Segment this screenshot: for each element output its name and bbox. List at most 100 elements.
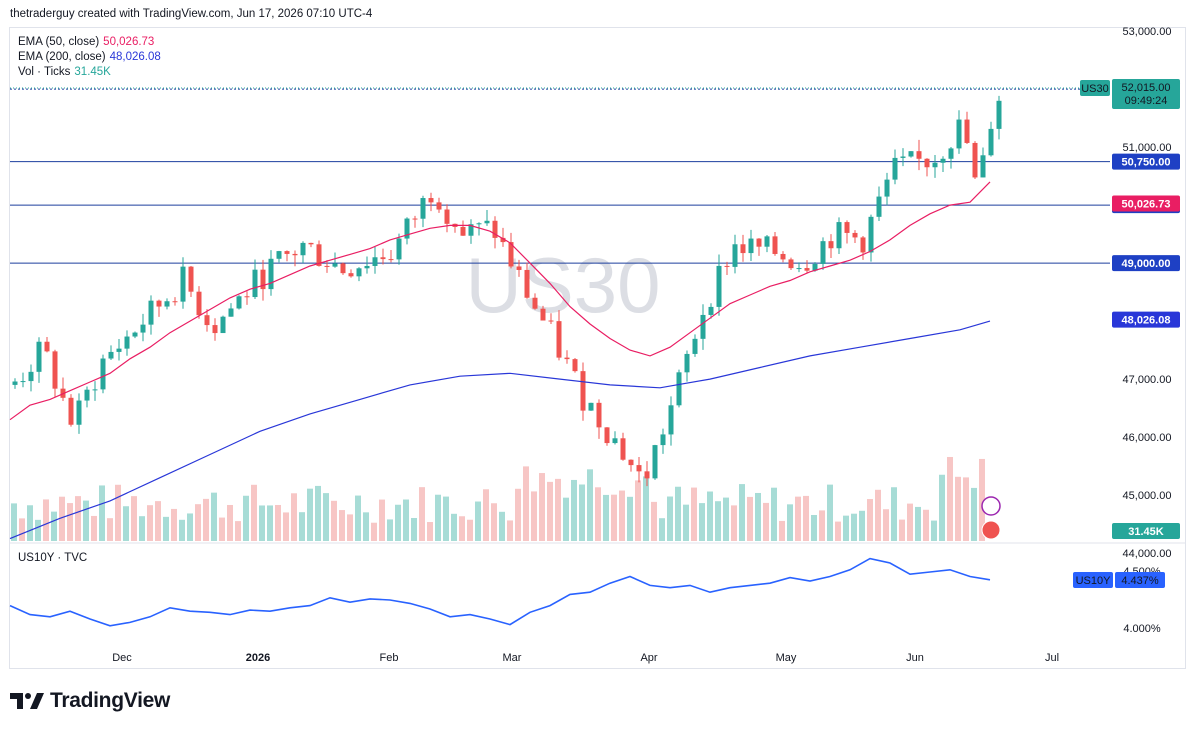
candle-body[interactable] bbox=[12, 381, 18, 385]
candle-body[interactable] bbox=[732, 244, 738, 267]
candle-body[interactable] bbox=[988, 128, 994, 156]
candle-body[interactable] bbox=[292, 253, 298, 256]
candle-body[interactable] bbox=[148, 300, 154, 325]
candle-body[interactable] bbox=[668, 405, 674, 435]
candle-body[interactable] bbox=[516, 266, 522, 270]
candle-body[interactable] bbox=[348, 273, 354, 277]
candle-body[interactable] bbox=[436, 202, 442, 210]
candle-body[interactable] bbox=[76, 400, 82, 425]
candle-body[interactable] bbox=[588, 402, 594, 411]
candle-body[interactable] bbox=[180, 266, 186, 302]
candle-body[interactable] bbox=[484, 220, 490, 224]
candle-body[interactable] bbox=[572, 359, 578, 372]
candle-body[interactable] bbox=[396, 238, 402, 260]
candle-body[interactable] bbox=[252, 269, 258, 298]
candle-body[interactable] bbox=[308, 242, 314, 245]
candle-body[interactable] bbox=[676, 372, 682, 406]
candle-body[interactable] bbox=[972, 142, 978, 178]
candle-body[interactable] bbox=[68, 397, 74, 425]
candle-body[interactable] bbox=[580, 371, 586, 411]
candle-body[interactable] bbox=[748, 238, 754, 254]
candle-body[interactable] bbox=[564, 357, 570, 360]
candle-body[interactable] bbox=[740, 244, 746, 254]
candle-body[interactable] bbox=[956, 119, 962, 149]
candle-body[interactable] bbox=[164, 301, 170, 307]
candle-body[interactable] bbox=[964, 119, 970, 143]
tradingview-logo[interactable]: TradingView bbox=[10, 689, 170, 713]
candle-body[interactable] bbox=[660, 434, 666, 446]
candle-body[interactable] bbox=[324, 265, 330, 267]
ema200-line[interactable] bbox=[9, 320, 991, 540]
candle-body[interactable] bbox=[796, 268, 802, 270]
candle-body[interactable] bbox=[212, 325, 218, 334]
us-flag-event-icon[interactable] bbox=[981, 520, 1001, 540]
candle-body[interactable] bbox=[116, 348, 122, 352]
candle-body[interactable] bbox=[468, 224, 474, 236]
candle-body[interactable] bbox=[916, 151, 922, 159]
candle-body[interactable] bbox=[812, 263, 818, 271]
candle-body[interactable] bbox=[476, 223, 482, 225]
lower-pane-legend[interactable]: US10Y · TVC bbox=[18, 551, 87, 566]
candle-body[interactable] bbox=[924, 158, 930, 168]
ema50-line[interactable] bbox=[9, 181, 991, 421]
candle-body[interactable] bbox=[628, 459, 634, 466]
candle-body[interactable] bbox=[388, 259, 394, 261]
candle-body[interactable] bbox=[684, 353, 690, 373]
candle-body[interactable] bbox=[140, 324, 146, 333]
legend-ema200[interactable]: EMA (200, close) 48,026.08 bbox=[18, 50, 161, 65]
candle-body[interactable] bbox=[596, 402, 602, 428]
chart-frame[interactable] bbox=[9, 27, 1186, 669]
candle-body[interactable] bbox=[28, 371, 34, 382]
candle-body[interactable] bbox=[772, 236, 778, 254]
candle-body[interactable] bbox=[524, 269, 530, 298]
candle-body[interactable] bbox=[36, 341, 42, 372]
candle-body[interactable] bbox=[492, 220, 498, 238]
candle-body[interactable] bbox=[940, 158, 946, 163]
candle-body[interactable] bbox=[548, 320, 554, 322]
candle-body[interactable] bbox=[652, 445, 658, 479]
candle-body[interactable] bbox=[716, 265, 722, 307]
candle-body[interactable] bbox=[300, 242, 306, 256]
candle-body[interactable] bbox=[708, 306, 714, 315]
legend-ema50[interactable]: EMA (50, close) 50,026.73 bbox=[18, 35, 161, 50]
candle-body[interactable] bbox=[556, 321, 562, 358]
candle-body[interactable] bbox=[172, 301, 178, 303]
candle-body[interactable] bbox=[332, 263, 338, 267]
candle-body[interactable] bbox=[284, 251, 290, 254]
candle-body[interactable] bbox=[380, 257, 386, 260]
candle-body[interactable] bbox=[220, 316, 226, 334]
candle-body[interactable] bbox=[884, 179, 890, 197]
candle-body[interactable] bbox=[908, 151, 914, 157]
candle-body[interactable] bbox=[500, 237, 506, 243]
candle-body[interactable] bbox=[756, 238, 762, 247]
candle-body[interactable] bbox=[100, 358, 106, 390]
candle-body[interactable] bbox=[356, 268, 362, 277]
candle-body[interactable] bbox=[980, 155, 986, 178]
candle-body[interactable] bbox=[636, 465, 642, 472]
candle-body[interactable] bbox=[132, 332, 138, 337]
candle-body[interactable] bbox=[428, 198, 434, 203]
candle-body[interactable] bbox=[764, 236, 770, 247]
candle-body[interactable] bbox=[204, 315, 210, 326]
candle-body[interactable] bbox=[876, 196, 882, 217]
candle-body[interactable] bbox=[52, 351, 58, 389]
candle-body[interactable] bbox=[84, 389, 90, 401]
candle-body[interactable] bbox=[724, 265, 730, 267]
candle-body[interactable] bbox=[828, 241, 834, 249]
candle-body[interactable] bbox=[372, 257, 378, 266]
candle-body[interactable] bbox=[268, 258, 274, 290]
lightning-event-icon[interactable] bbox=[981, 496, 1001, 516]
candle-body[interactable] bbox=[852, 232, 858, 238]
candle-body[interactable] bbox=[92, 389, 98, 391]
candle-body[interactable] bbox=[412, 218, 418, 220]
candle-body[interactable] bbox=[236, 296, 242, 309]
candle-body[interactable] bbox=[700, 314, 706, 339]
candle-body[interactable] bbox=[868, 216, 874, 253]
candle-body[interactable] bbox=[20, 381, 26, 383]
candle-body[interactable] bbox=[900, 156, 906, 158]
candle-body[interactable] bbox=[276, 251, 282, 259]
candle-body[interactable] bbox=[444, 209, 450, 224]
candle-body[interactable] bbox=[108, 351, 114, 359]
candle-body[interactable] bbox=[948, 148, 954, 159]
